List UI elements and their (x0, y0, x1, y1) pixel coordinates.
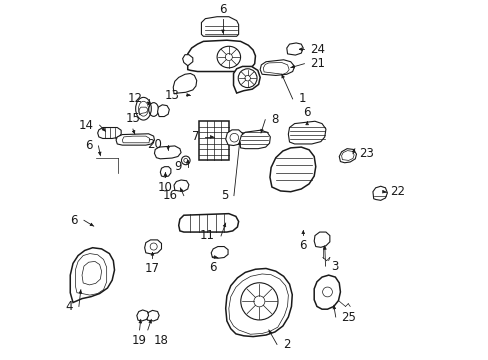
Text: 18: 18 (153, 334, 168, 347)
Text: 6: 6 (208, 261, 216, 274)
Polygon shape (239, 130, 270, 149)
Text: 17: 17 (144, 262, 160, 275)
Text: 2: 2 (282, 338, 290, 351)
Text: 1: 1 (298, 93, 305, 105)
Text: 7: 7 (192, 130, 199, 143)
Text: 20: 20 (147, 138, 162, 151)
Bar (199, 121, 228, 161)
Text: 6: 6 (219, 3, 226, 15)
Polygon shape (160, 167, 170, 177)
Polygon shape (178, 213, 238, 232)
Text: 21: 21 (310, 57, 325, 70)
Text: 25: 25 (341, 311, 356, 324)
Text: 8: 8 (270, 113, 278, 126)
Polygon shape (154, 146, 181, 159)
Polygon shape (146, 310, 159, 321)
Text: 19: 19 (132, 334, 147, 347)
Polygon shape (372, 186, 386, 200)
Polygon shape (269, 147, 315, 192)
Polygon shape (288, 121, 325, 144)
Text: 11: 11 (200, 229, 215, 243)
Polygon shape (286, 43, 303, 55)
Text: 5: 5 (220, 189, 227, 202)
Text: 6: 6 (85, 139, 92, 152)
Text: 24: 24 (310, 43, 325, 56)
Polygon shape (70, 248, 114, 302)
Text: 13: 13 (164, 89, 180, 102)
Polygon shape (339, 149, 356, 163)
Text: 6: 6 (70, 214, 78, 227)
Polygon shape (137, 310, 148, 321)
Polygon shape (314, 275, 340, 309)
Text: 12: 12 (127, 93, 142, 105)
Polygon shape (314, 232, 329, 247)
Polygon shape (201, 17, 238, 36)
Text: 4: 4 (65, 300, 73, 313)
Text: 23: 23 (358, 147, 373, 160)
Polygon shape (173, 73, 196, 94)
Text: 22: 22 (389, 185, 405, 198)
Polygon shape (225, 130, 243, 145)
Polygon shape (225, 269, 292, 337)
Text: 6: 6 (303, 105, 310, 118)
Polygon shape (144, 240, 161, 254)
Polygon shape (211, 247, 227, 258)
Polygon shape (157, 105, 169, 117)
Polygon shape (260, 60, 294, 76)
Text: 15: 15 (125, 112, 140, 125)
Polygon shape (182, 55, 192, 66)
Polygon shape (174, 180, 188, 191)
Polygon shape (233, 67, 260, 93)
Text: 6: 6 (299, 239, 306, 252)
Text: 16: 16 (163, 189, 178, 202)
Text: 14: 14 (79, 119, 94, 132)
Polygon shape (98, 127, 121, 139)
Text: 9: 9 (174, 160, 182, 173)
Text: 3: 3 (331, 260, 338, 273)
Text: 10: 10 (158, 181, 172, 194)
Polygon shape (187, 40, 255, 72)
Polygon shape (116, 134, 154, 145)
